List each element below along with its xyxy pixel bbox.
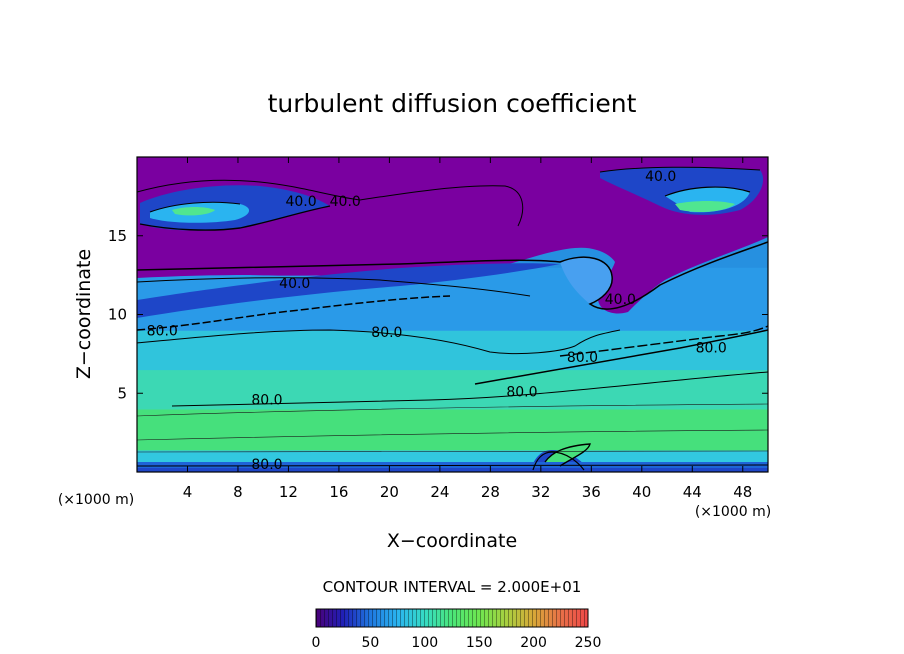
contour-label: 80.0 <box>696 341 727 357</box>
y-axis-label: Z−coordinate <box>73 249 95 379</box>
x-axis: 4 8 12 16 20 24 28 32 36 40 44 48 <box>183 157 752 501</box>
colorbar-tick-label: 0 <box>312 635 321 651</box>
field-band-4 <box>137 330 768 371</box>
colorbar-tick-label: 100 <box>411 635 438 651</box>
contour-label: 80.0 <box>251 457 282 473</box>
surface-feature-green <box>545 444 590 466</box>
contour-label: 40.0 <box>330 194 361 210</box>
x-unit-right: (×1000 m) <box>695 504 771 520</box>
green-lens-left <box>172 207 215 216</box>
contour-label: 80.0 <box>506 385 537 401</box>
contour-interval-text: CONTOUR INTERVAL = 2.000E+01 <box>323 578 582 596</box>
y-axis: 5 10 15 <box>108 227 768 402</box>
x-tick-label: 40 <box>632 483 651 501</box>
x-tick-label: 48 <box>733 483 752 501</box>
colorbar-tick-label: 250 <box>575 635 602 651</box>
wave-crest-right <box>560 257 613 304</box>
x-axis-label: X−coordinate <box>387 530 517 552</box>
plot-area: 40.0 40.0 40.0 40.0 40.0 80.0 80.0 80.0 80.0 80.0… <box>137 157 768 473</box>
y-tick-label: 15 <box>108 227 127 245</box>
x-unit-left: (×1000 m) <box>58 492 134 508</box>
contour-label: 80.0 <box>371 325 402 341</box>
colorbar-stripes <box>316 609 588 627</box>
colorbar-labels: 0 50 100 150 200 250 <box>312 635 602 651</box>
contour-label: 80.0 <box>251 393 282 409</box>
bottom-blue-layer <box>137 462 768 472</box>
x-tick-label: 4 <box>183 483 193 501</box>
colorbar-frame <box>315 608 589 628</box>
x-tick-label: 28 <box>481 483 500 501</box>
green-lens-right <box>675 201 735 212</box>
contour-label: 80.0 <box>147 323 178 339</box>
x-tick-label: 16 <box>329 483 348 501</box>
y-tick-label: 5 <box>117 384 127 402</box>
dark-tongue-mid <box>137 263 560 318</box>
contour-labels: 40.0 40.0 40.0 40.0 40.0 80.0 80.0 80.0 80.0 80.0… <box>147 169 727 473</box>
x-tick-label: 32 <box>531 483 550 501</box>
colorbar-tick-label: 150 <box>466 635 493 651</box>
contour-label: 40.0 <box>279 276 310 292</box>
contour-label: 80.0 <box>567 350 598 366</box>
y-tick-label: 10 <box>108 306 127 324</box>
contour-label: 40.0 <box>285 194 316 210</box>
colorbar-tick-label: 200 <box>520 635 547 651</box>
chart-title: turbulent diffusion coefficient <box>268 89 637 118</box>
x-tick-label: 20 <box>380 483 399 501</box>
x-tick-label: 8 <box>233 483 243 501</box>
colorbar-tick-label: 50 <box>361 635 379 651</box>
contour-label: 40.0 <box>605 292 636 308</box>
x-tick-label: 12 <box>279 483 298 501</box>
purple-lobe-center <box>137 185 523 270</box>
bottom-dark-line <box>137 468 768 472</box>
field-band-3 <box>137 369 768 410</box>
x-tick-label: 36 <box>582 483 601 501</box>
contour-label: 40.0 <box>645 169 676 185</box>
colorbar: 0 50 100 150 200 250 <box>312 608 602 651</box>
x-tick-label: 44 <box>683 483 702 501</box>
field-band-2 <box>137 409 768 451</box>
x-tick-label: 24 <box>430 483 449 501</box>
